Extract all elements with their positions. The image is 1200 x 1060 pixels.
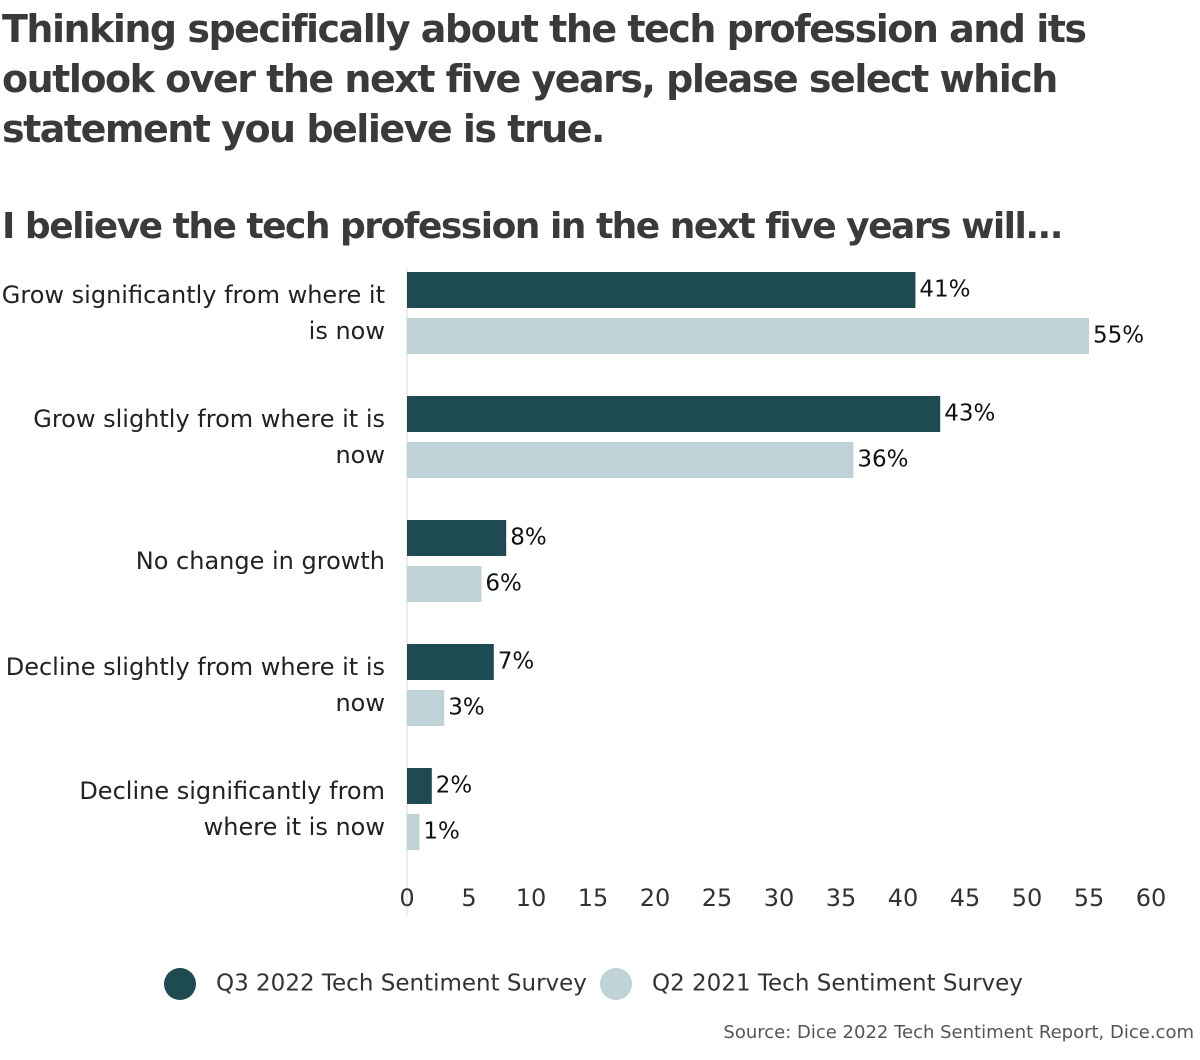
x-tick-label: 45	[950, 884, 981, 912]
bar	[407, 690, 445, 726]
bar	[407, 318, 1089, 354]
data-label: 1%	[423, 819, 460, 845]
x-tick-label: 10	[516, 884, 547, 912]
data-label: 2%	[436, 773, 473, 799]
category-label: Decline slightly from where it is now	[5, 653, 385, 717]
data-label: 55%	[1093, 323, 1144, 349]
bar	[407, 442, 854, 478]
x-tick-label: 5	[461, 884, 476, 912]
x-tick-label: 15	[578, 884, 609, 912]
x-tick-label: 25	[702, 884, 733, 912]
data-label: 3%	[448, 695, 485, 721]
legend-swatch	[164, 968, 196, 1000]
x-tick-label: 50	[1012, 884, 1043, 912]
category-label: No change in growth	[135, 547, 385, 575]
bar	[407, 396, 941, 432]
legend-swatch	[600, 968, 632, 1000]
x-tick-label: 60	[1136, 884, 1167, 912]
x-tick-label: 35	[826, 884, 857, 912]
x-tick-label: 0	[399, 884, 414, 912]
chart-title: Thinking specifically about the tech pro…	[2, 7, 1087, 151]
bar	[407, 644, 494, 680]
x-tick-label: 40	[888, 884, 919, 912]
data-label: 36%	[857, 447, 908, 473]
x-tick-label: 20	[640, 884, 671, 912]
category-label: Grow significantly from where it is now	[1, 281, 385, 345]
bar	[407, 272, 916, 308]
category-label: Grow slightly from where it is now	[33, 405, 385, 469]
data-label: 43%	[944, 401, 995, 427]
bar	[407, 768, 432, 804]
chart-subtitle: I believe the tech profession in the nex…	[2, 206, 1063, 247]
bar	[407, 566, 482, 602]
data-label: 41%	[919, 277, 970, 303]
data-label: 8%	[510, 525, 547, 551]
bar	[407, 814, 420, 850]
x-tick-label: 30	[764, 884, 795, 912]
source: Source: Dice 2022 Tech Sentiment Report,…	[723, 1022, 1194, 1043]
legend-label: Q3 2022 Tech Sentiment Survey	[216, 971, 587, 997]
bar	[407, 520, 507, 556]
data-label: 7%	[498, 649, 535, 675]
legend-label: Q2 2021 Tech Sentiment Survey	[652, 971, 1023, 997]
x-tick-label: 55	[1074, 884, 1105, 912]
category-label: Decline significantly from where it is n…	[79, 777, 385, 841]
data-label: 6%	[485, 571, 522, 597]
